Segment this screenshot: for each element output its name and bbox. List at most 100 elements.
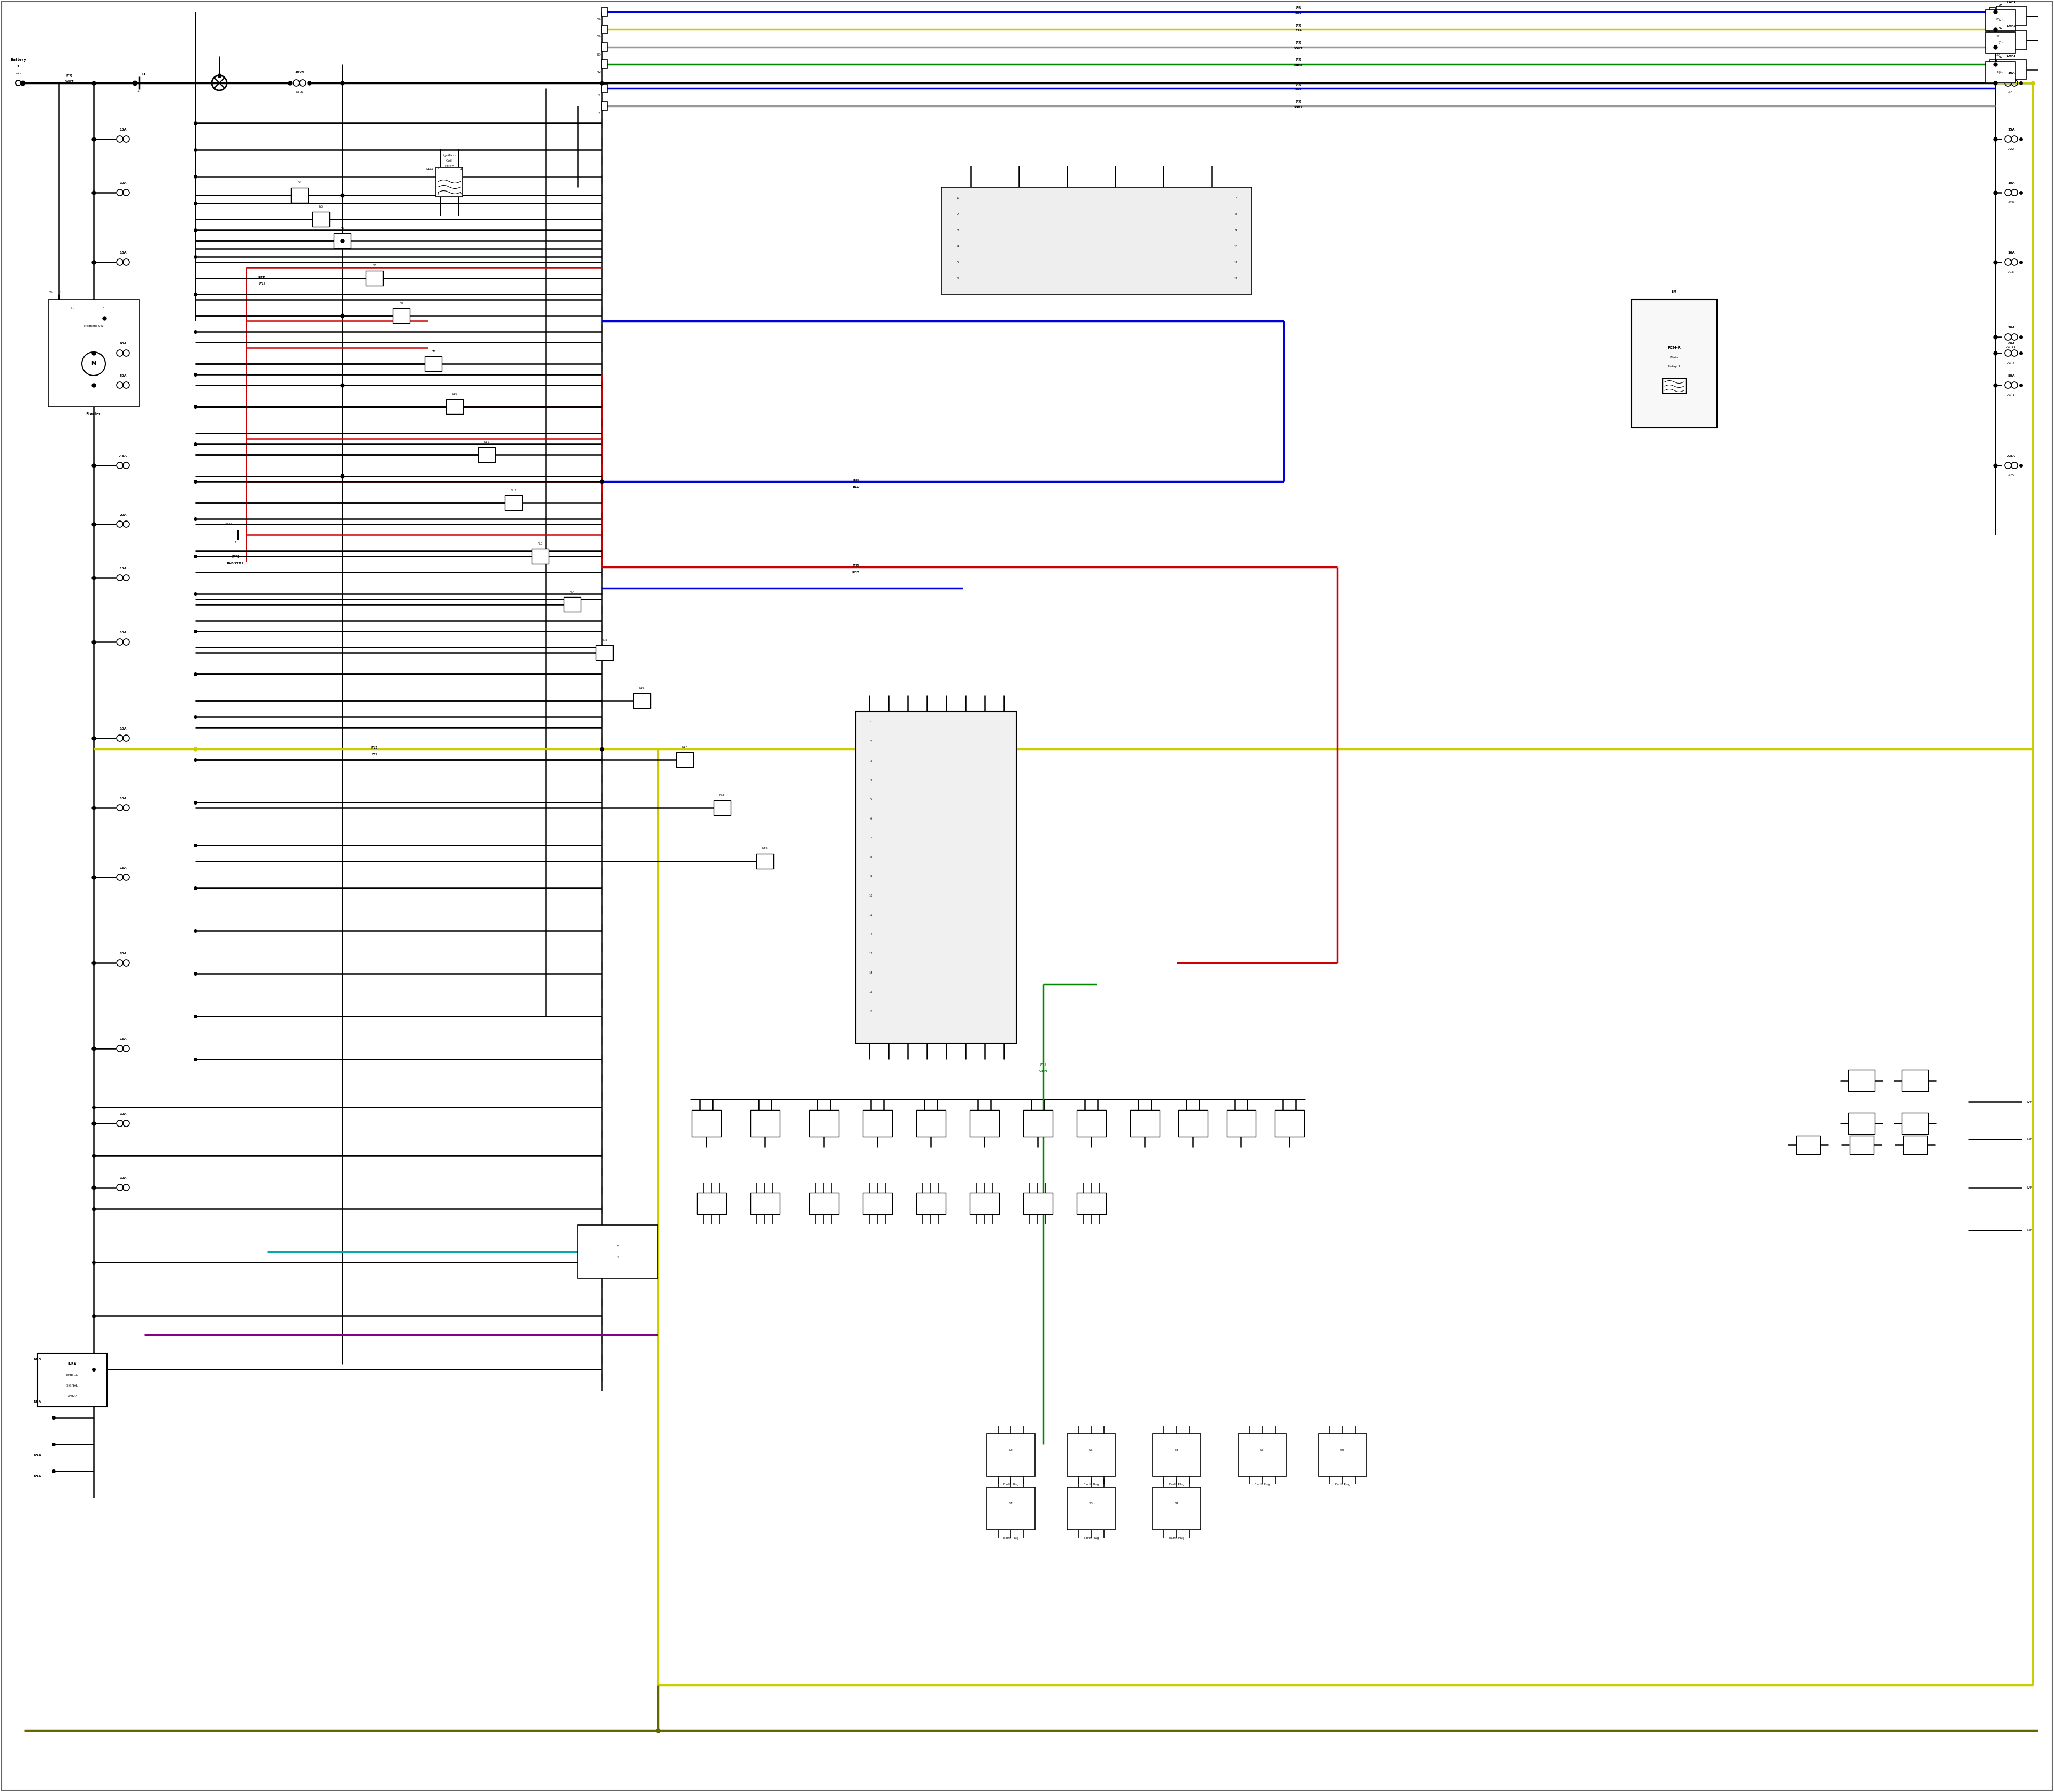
Bar [692,1109,721,1136]
Text: LAF: LAF [2027,1100,2033,1104]
Bar [577,1226,657,1278]
Text: N14: N14 [569,590,575,593]
Text: 8: 8 [1996,70,1999,73]
Text: Earth Plug: Earth Plug [1169,1536,1185,1539]
Bar [1076,1109,1105,1136]
Text: [EJ]: [EJ] [1296,23,1302,27]
Text: 29: 29 [1996,54,2001,56]
Text: [EE]: [EE] [232,556,238,557]
Text: N6: N6 [341,226,345,229]
Text: [EJ]: [EJ] [852,478,859,482]
Bar [633,694,651,708]
Text: WHT: WHT [1294,106,1302,108]
Text: GRN: GRN [1294,65,1302,66]
Text: Earth Plug: Earth Plug [1085,1484,1099,1486]
Text: Magnetic SW: Magnetic SW [84,324,103,328]
Text: 16A: 16A [2007,251,2015,254]
Bar [1023,1193,1052,1215]
Text: Earth Plug: Earth Plug [1004,1536,1019,1539]
Text: 20A: 20A [2007,326,2015,328]
Text: T4: T4 [49,290,53,294]
Text: [EJ]: [EJ] [852,564,859,568]
Bar [425,357,442,371]
Text: BLK/WHT: BLK/WHT [226,561,244,564]
Bar [602,102,608,109]
Text: BLU: BLU [852,486,859,487]
Bar [292,188,308,202]
Text: N5A: N5A [68,1362,76,1366]
Text: KONV: KONV [68,1394,76,1398]
Text: N17: N17 [682,745,688,747]
Bar [602,43,608,52]
Text: LAF1: LAF1 [2007,0,2015,4]
Text: 15A: 15A [119,566,127,570]
Bar [1990,25,1994,34]
Text: 11: 11 [869,914,873,916]
Text: Earth Plug: Earth Plug [1169,1484,1185,1486]
Bar [1226,1109,1255,1136]
Text: 10A: 10A [119,1177,127,1179]
Text: 12: 12 [1996,36,2001,38]
Text: N5A: N5A [33,1400,41,1403]
Text: 13: 13 [869,952,873,955]
Text: LAF3: LAF3 [2007,54,2015,57]
Text: 50A: 50A [2007,375,2015,376]
Bar [916,1109,945,1136]
Text: 15A: 15A [119,866,127,869]
Text: B: B [72,306,74,310]
Text: 20A: 20A [119,952,127,955]
Text: 16A: 16A [2007,72,2015,75]
Text: N19: N19 [762,848,768,849]
Bar [602,84,608,93]
Bar [1996,59,2025,79]
Text: YEL: YEL [1296,29,1302,32]
Text: LAF: LAF [2027,1186,2033,1188]
Text: [EJ]: [EJ] [1296,82,1302,86]
Text: [EJ]: [EJ] [1296,100,1302,102]
Text: N5A: N5A [33,1453,41,1457]
Text: 20A: 20A [119,513,127,516]
Bar [479,448,495,462]
Bar [941,186,1251,294]
Bar [1986,61,2015,82]
Text: S8: S8 [1089,1502,1093,1505]
Bar [37,1353,107,1407]
Text: Ignition: Ignition [444,154,456,156]
Text: 60A: 60A [119,342,127,344]
Text: 15A: 15A [2007,127,2015,131]
Bar [1990,7,1994,16]
Text: 10: 10 [1234,246,1237,247]
Text: S4: S4 [1175,1448,1179,1452]
Text: N10: N10 [452,392,458,394]
Text: C: C [1999,56,2003,59]
Bar [1023,1109,1052,1136]
Text: 5: 5 [598,95,600,97]
Text: A2-3: A2-3 [2007,362,2015,364]
Bar [750,1193,781,1215]
Text: 60: 60 [598,54,602,56]
Text: C: C [1999,4,2003,7]
Text: BLU: BLU [1294,88,1302,91]
Text: 14: 14 [869,971,873,973]
Bar [366,271,382,285]
Bar [1990,59,1994,68]
Text: 16: 16 [869,1009,873,1012]
Bar [602,59,608,68]
Bar [916,1193,945,1215]
Text: GRN: GRN [1039,1070,1048,1072]
Text: N12: N12 [511,489,516,491]
Text: M: M [90,360,97,366]
Text: 10A: 10A [2007,181,2015,185]
Text: 1: 1 [616,1256,618,1258]
Text: WHT: WHT [1294,47,1302,50]
Text: S2: S2 [1009,1448,1013,1452]
Text: S5: S5 [1261,1448,1265,1452]
Text: S6: S6 [1341,1448,1345,1452]
Text: 59: 59 [598,36,602,38]
Text: 50A: 50A [119,375,127,376]
Text: 1: 1 [16,66,18,68]
Bar [969,1193,998,1215]
Bar [47,299,140,407]
Bar [1631,299,1717,428]
Text: N18: N18 [719,794,725,796]
